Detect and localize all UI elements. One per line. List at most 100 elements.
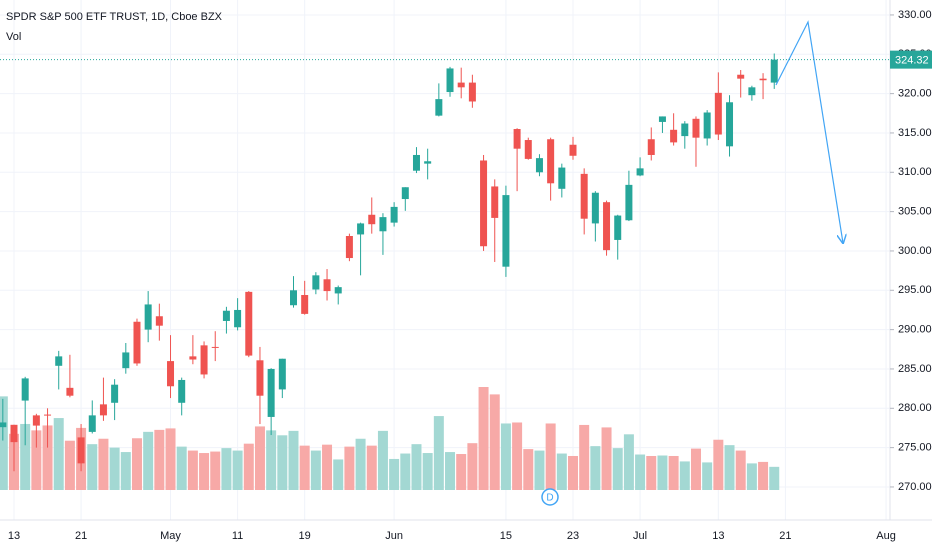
volume-bar — [98, 438, 109, 490]
candle-body — [222, 310, 230, 321]
candle-body — [726, 102, 734, 147]
y-tick-label: 310.00 — [898, 166, 932, 178]
x-tick-label: 11 — [232, 530, 243, 542]
volume-bar — [568, 455, 578, 490]
volume-bar — [355, 438, 366, 490]
volume-bar — [579, 424, 590, 490]
candle-body — [189, 356, 197, 360]
volume-bar — [657, 455, 668, 490]
volume-bar — [668, 455, 679, 490]
x-tick-label: 21 — [75, 530, 87, 542]
last-price-label: 324.32 — [895, 55, 929, 67]
volume-bar — [758, 461, 769, 490]
candle-body — [603, 202, 611, 251]
volume-bar — [556, 453, 567, 490]
candle-body — [714, 92, 722, 135]
candle-body — [312, 275, 320, 290]
volume-bar — [713, 439, 724, 490]
volume-bar — [322, 444, 333, 490]
candle-body — [0, 422, 7, 428]
volume-bar — [445, 452, 456, 490]
volume-bar — [377, 430, 388, 490]
volume-bar — [299, 445, 310, 490]
volume-bar — [523, 449, 534, 490]
candle-body — [155, 316, 163, 326]
volume-bar — [165, 428, 176, 490]
candle-body — [412, 154, 420, 171]
candle-body — [278, 358, 286, 390]
candle-body — [457, 82, 465, 88]
candle-body — [759, 78, 767, 81]
volume-bar — [467, 443, 478, 490]
volume-bar — [87, 444, 98, 490]
candle-body — [77, 437, 85, 464]
volume-bar — [210, 451, 221, 490]
candle-body — [88, 415, 96, 432]
candle-body — [99, 404, 107, 416]
x-tick-label: 21 — [779, 530, 791, 542]
candle-body — [435, 99, 443, 116]
x-tick-label: Jun — [385, 530, 403, 542]
candle-body — [480, 160, 488, 247]
candle-body — [424, 161, 432, 164]
x-tick-label: 15 — [500, 530, 512, 542]
volume-bar — [277, 435, 288, 490]
dividend-marker[interactable] — [541, 488, 559, 506]
volume-bar — [590, 446, 601, 490]
x-tick-label: Jul — [633, 530, 647, 542]
candle-body — [558, 167, 566, 189]
volume-bar — [690, 448, 701, 490]
candle-body — [446, 68, 454, 93]
candle-body — [647, 139, 655, 155]
volume-bar — [746, 463, 757, 490]
candle-body — [167, 361, 175, 387]
candle-body — [625, 184, 633, 221]
candle-body — [681, 123, 689, 137]
candle-body — [401, 187, 409, 200]
candle-body — [748, 87, 756, 96]
y-tick-label: 320.00 — [898, 88, 932, 100]
volume-bar — [411, 444, 422, 490]
candle-body — [502, 195, 510, 267]
candle-body — [357, 223, 365, 235]
volume-bar — [288, 430, 299, 490]
candle-body — [66, 387, 74, 396]
volume-bar — [646, 455, 657, 490]
volume-bar — [735, 450, 746, 490]
candle-body — [55, 356, 63, 366]
x-tick-label: 13 — [8, 530, 20, 542]
candle-body — [658, 116, 666, 122]
candle-body — [334, 287, 342, 294]
volume-bar — [333, 459, 344, 490]
candle-body — [211, 346, 219, 348]
y-tick-label: 315.00 — [898, 127, 932, 139]
drawing-arrow[interactable] — [775, 20, 843, 243]
candle-body — [44, 414, 52, 416]
candle-body — [670, 129, 678, 143]
candle-body — [234, 309, 242, 328]
candle-body — [591, 192, 599, 224]
volume-bar — [612, 448, 623, 490]
y-tick-label: 285.00 — [898, 363, 932, 375]
legend-volume: Vol — [6, 31, 21, 43]
candle-body — [122, 352, 130, 369]
volume-bar — [20, 423, 31, 490]
candle-body — [301, 295, 309, 314]
candle-body — [692, 118, 700, 138]
candle-body — [10, 424, 18, 443]
x-tick-label: May — [160, 530, 181, 542]
volume-bar — [109, 447, 120, 490]
candle-body — [636, 168, 644, 176]
candle-body — [178, 379, 186, 403]
candle-body — [368, 214, 376, 225]
volume-bar — [344, 446, 355, 490]
candle-body — [379, 217, 387, 232]
y-tick-label: 300.00 — [898, 245, 932, 257]
candle-body — [133, 321, 141, 364]
volume-bar — [702, 462, 713, 490]
legend-title: SPDR S&P 500 ETF TRUST, 1D, Cboe BZX — [6, 11, 223, 23]
volume-bar — [310, 450, 321, 490]
candle-body — [267, 368, 275, 417]
volume-bar — [433, 416, 444, 490]
